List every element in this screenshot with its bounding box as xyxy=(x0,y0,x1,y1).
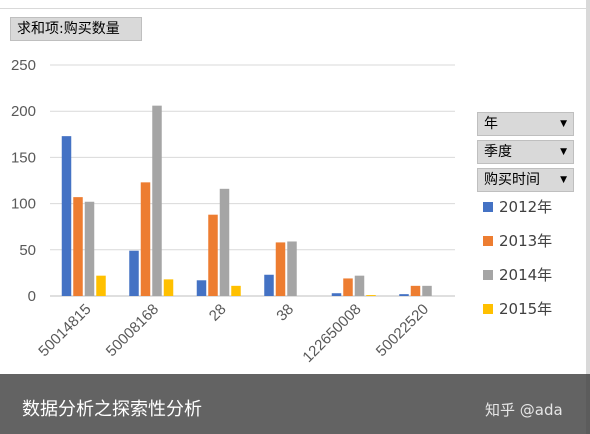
legend-item-2013: 2013年 xyxy=(483,230,552,251)
bar xyxy=(208,214,218,296)
bar xyxy=(152,105,162,296)
bar xyxy=(366,295,376,296)
bar xyxy=(73,197,83,296)
bar xyxy=(140,182,151,296)
caption-title: 数据分析之探索性分析 xyxy=(22,399,202,420)
watermark: 知乎 @ada xyxy=(485,401,563,419)
legend-swatch xyxy=(483,303,493,314)
x-tick-label: 122650008 xyxy=(299,301,364,366)
filter-label-year: 年 xyxy=(484,116,498,132)
bar xyxy=(96,275,106,296)
bar xyxy=(399,294,409,296)
bar xyxy=(422,285,432,296)
bar xyxy=(61,136,72,296)
bar xyxy=(343,278,353,296)
bar xyxy=(264,274,274,296)
dropdown-arrow-icon[interactable]: ▼ xyxy=(560,175,567,185)
dropdown-arrow-icon[interactable]: ▼ xyxy=(560,147,567,157)
legend-item-2012: 2012年 xyxy=(483,196,552,217)
bar xyxy=(196,280,207,296)
bar xyxy=(287,241,297,296)
bar xyxy=(331,293,342,296)
bar xyxy=(163,279,174,296)
filter-label-purchase-time: 购买时间 xyxy=(484,172,540,188)
filter-button-quarter[interactable]: 季度 ▼ xyxy=(477,140,574,164)
bar xyxy=(354,275,365,296)
y-tick-label: 100 xyxy=(11,196,36,213)
legend-item-2014: 2014年 xyxy=(483,264,552,285)
bar xyxy=(275,242,286,296)
sheet-edge xyxy=(586,0,590,434)
bar xyxy=(84,201,95,296)
filter-button-purchase-time[interactable]: 购买时间 ▼ xyxy=(477,168,574,192)
caption-overlay xyxy=(0,374,590,434)
y-tick-label: 200 xyxy=(11,103,36,120)
filter-label-quarter: 季度 xyxy=(484,144,512,160)
y-tick-label: 250 xyxy=(11,57,36,74)
bar xyxy=(410,285,421,296)
x-tick-label: 28 xyxy=(206,301,230,325)
bar xyxy=(129,250,139,296)
legend-label: 2012年 xyxy=(499,198,553,216)
y-tick-label: 50 xyxy=(19,242,36,259)
legend-item-2015: 2015年 xyxy=(483,298,552,319)
bar xyxy=(219,188,230,296)
value-field-button[interactable]: 求和项:购买数量 xyxy=(10,17,142,41)
dropdown-arrow-icon[interactable]: ▼ xyxy=(560,119,567,129)
legend-label: 2014年 xyxy=(499,266,553,284)
filter-button-year[interactable]: 年 ▼ xyxy=(477,112,574,136)
legend-label: 2013年 xyxy=(499,232,553,250)
legend-label: 2015年 xyxy=(499,300,553,318)
bar xyxy=(231,285,241,296)
legend-swatch xyxy=(483,235,493,246)
x-tick-label: 50014815 xyxy=(35,301,94,360)
x-tick-label: 38 xyxy=(273,301,297,325)
y-tick-label: 0 xyxy=(28,288,36,305)
y-tick-label: 150 xyxy=(11,149,36,166)
sheet-grid-top xyxy=(0,0,590,9)
legend-swatch xyxy=(483,269,493,280)
x-tick-label: 50008168 xyxy=(103,301,162,360)
x-tick-label: 50022520 xyxy=(373,301,432,360)
legend-swatch xyxy=(483,201,493,212)
